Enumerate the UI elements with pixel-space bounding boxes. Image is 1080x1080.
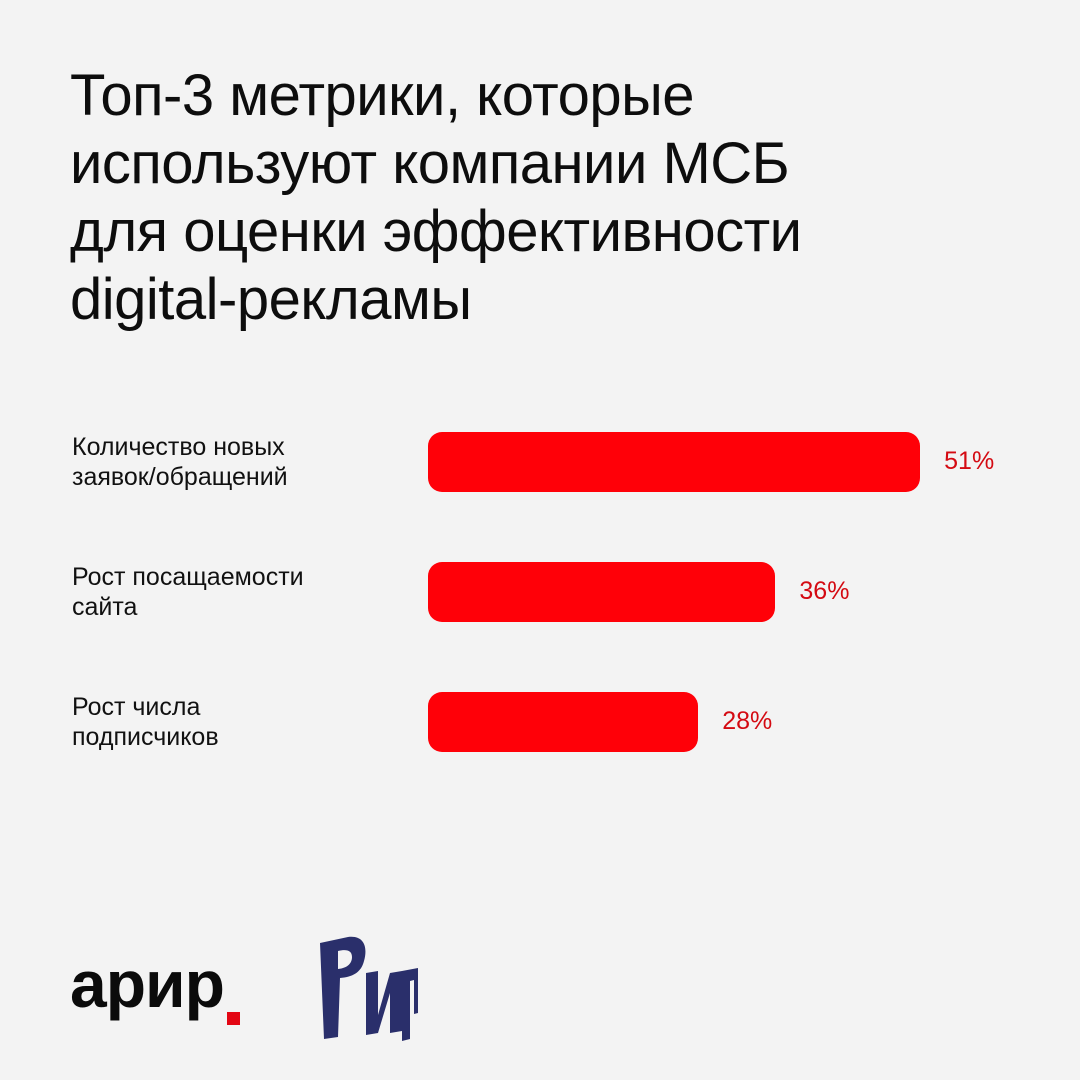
rir-logo xyxy=(318,935,418,1045)
category-label-line: Количество новых xyxy=(72,433,285,461)
title-line: Топ-3 метрики, которые xyxy=(70,63,695,128)
title-line: для оценки эффективности xyxy=(70,199,802,264)
page-title: Топ-3 метрики, которые используют компан… xyxy=(70,62,1030,334)
category-label-line: заявок/обращений xyxy=(72,463,288,491)
bar xyxy=(428,692,699,752)
category-label-line: Рост посащаемости xyxy=(72,563,304,591)
category-label-line: сайта xyxy=(72,593,138,621)
value-label: 51% xyxy=(944,447,995,475)
arir-logo: арир xyxy=(70,947,280,1042)
category-label-line: Рост числа xyxy=(72,693,201,721)
category-label: Количество новых заявок/обращений xyxy=(72,432,402,492)
arir-logo-mark: арир xyxy=(70,947,240,1025)
title-line: используют компании МСБ xyxy=(70,131,790,196)
bar xyxy=(428,562,776,622)
svg-text:арир: арир xyxy=(70,949,224,1021)
category-label-line: подписчиков xyxy=(72,723,219,751)
bar xyxy=(428,432,921,492)
logo-row: арир xyxy=(70,935,470,1045)
title-line: digital-рекламы xyxy=(70,267,472,332)
value-label: 36% xyxy=(799,577,850,605)
rir-logo-mark xyxy=(320,936,418,1041)
bar-chart: Количество новых заявок/обращений 51% Рост … xyxy=(0,400,1080,800)
category-label: Рост посащаемости сайта xyxy=(72,562,402,622)
category-label: Рост числа подписчиков xyxy=(72,692,402,752)
value-label: 28% xyxy=(722,707,773,735)
